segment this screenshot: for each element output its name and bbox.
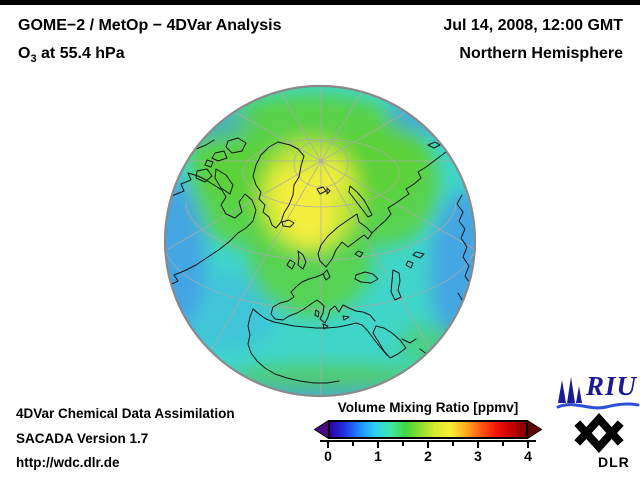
colorbar-title: Volume Mixing Ratio [ppmv] (337, 400, 519, 415)
riu-wave (556, 402, 640, 410)
coast-iceland (281, 219, 295, 228)
graticule (165, 89, 475, 395)
colorbar-tick-minor (352, 442, 354, 446)
coast-canadian-arctic (195, 137, 247, 195)
riu-wave-box (556, 402, 640, 410)
coast-caspian (390, 269, 402, 301)
colorbar: Volume Mixing Ratio [ppmv] 0 1 2 3 4 (314, 400, 542, 466)
colorbar-tick-1 (377, 442, 379, 448)
globe-rim (163, 84, 477, 398)
coast-north-america (165, 172, 257, 286)
coast-africa (247, 308, 368, 384)
colorbar-tick-4 (527, 442, 529, 448)
footer-block: 4DVar Chemical Data Assimilation SACADA … (16, 402, 235, 476)
colorbar-label-4: 4 (524, 448, 532, 464)
colorbar-gradient (328, 420, 528, 439)
footer-line-1: 4DVar Chemical Data Assimilation (16, 406, 235, 421)
coast-aral (405, 260, 414, 269)
colorbar-right-arrow-box (527, 420, 542, 439)
page-title: GOME−2 / MetOp − 4DVar Analysis (18, 17, 282, 34)
colorbar-tick-2 (427, 442, 429, 448)
datetime-block: Jul 14, 2008, 12:00 GMT Northern Hemisph… (443, 12, 623, 68)
coast-europe (270, 273, 376, 324)
colorbar-tick-minor (452, 442, 454, 446)
dlr-text: DLR (598, 454, 630, 470)
datetime-label: Jul 14, 2008, 12:00 GMT (443, 17, 623, 34)
top-border-bar (0, 0, 640, 5)
coastlines (165, 117, 472, 384)
title-block: GOME−2 / MetOp − 4DVar Analysis O3 at 55… (18, 12, 282, 73)
coast-redsea-arabia (366, 325, 435, 372)
colorbar-label-2: 2 (424, 448, 432, 464)
colorbar-tick-minor (502, 442, 504, 446)
dlr-logo: DLR (570, 409, 634, 475)
colorbar-tick-0 (327, 442, 329, 448)
footer-line-2: SACADA Version 1.7 (16, 430, 149, 446)
coast-ladoga (354, 250, 364, 258)
coast-greenland (252, 141, 305, 229)
riu-logo: RIU (556, 371, 640, 411)
coast-balkhash (412, 251, 425, 259)
coast-novaya-zemlya (348, 185, 373, 218)
coast-black-sea (354, 271, 379, 284)
footer-line-3: http://wdc.dlr.de (16, 455, 120, 470)
colorbar-label-1: 1 (374, 448, 382, 464)
colorbar-tick-3 (477, 442, 479, 448)
riu-cathedral-box (558, 377, 582, 403)
coast-denmark (322, 269, 331, 281)
colorbar-left-arrow (314, 420, 329, 439)
riu-cathedral (558, 377, 582, 403)
colorbar-axis (320, 440, 536, 442)
riu-text: RIU (586, 371, 638, 401)
globe-figure (160, 81, 480, 401)
globe (163, 84, 477, 398)
coast-british-isles (286, 250, 307, 270)
dlr-mark (574, 413, 624, 453)
colorbar-label-0: 0 (324, 448, 332, 464)
level-label: O3 at 55.4 hPa (18, 45, 125, 65)
colorbar-tick-minor (402, 442, 404, 446)
hemisphere-label: Northern Hemisphere (459, 45, 623, 62)
colorbar-left-arrow-box (314, 420, 329, 439)
colorbar-label-3: 3 (474, 448, 482, 464)
colorbar-right-arrow (527, 420, 542, 439)
coast-svalbard (316, 186, 331, 195)
